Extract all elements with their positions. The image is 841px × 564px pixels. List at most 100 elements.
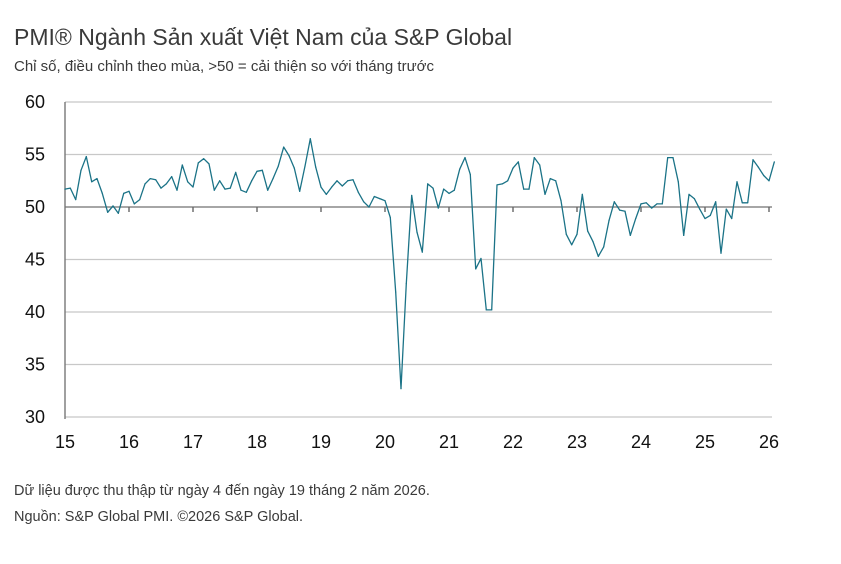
data-point bbox=[645, 202, 647, 204]
data-point bbox=[475, 268, 477, 270]
data-point bbox=[341, 185, 343, 187]
x-tick-label: 19 bbox=[311, 432, 331, 452]
y-tick-label: 50 bbox=[25, 197, 45, 217]
data-point bbox=[533, 157, 535, 159]
y-tick-label: 35 bbox=[25, 355, 45, 375]
data-point bbox=[773, 161, 775, 163]
data-point bbox=[544, 193, 546, 195]
y-tick-label: 45 bbox=[25, 250, 45, 270]
chart-title: PMI® Ngành Sản xuất Việt Nam của S&P Glo… bbox=[14, 24, 513, 50]
data-point bbox=[117, 212, 119, 214]
data-point bbox=[715, 201, 717, 203]
data-point bbox=[560, 200, 562, 202]
data-point bbox=[235, 171, 237, 173]
x-tick-label: 22 bbox=[503, 432, 523, 452]
y-tick-label: 40 bbox=[25, 302, 45, 322]
data-point bbox=[187, 181, 189, 183]
data-point bbox=[331, 186, 333, 188]
data-point bbox=[64, 188, 66, 190]
data-point bbox=[507, 180, 509, 182]
data-point bbox=[144, 183, 146, 185]
x-tick-label: 17 bbox=[183, 432, 203, 452]
data-point bbox=[603, 246, 605, 248]
data-point bbox=[576, 233, 578, 235]
data-point bbox=[219, 180, 221, 182]
data-point bbox=[427, 183, 429, 185]
data-point bbox=[763, 174, 765, 177]
data-point bbox=[688, 193, 690, 195]
data-point bbox=[123, 192, 125, 194]
data-point bbox=[523, 188, 525, 190]
data-point bbox=[85, 156, 87, 158]
data-point bbox=[368, 206, 370, 208]
data-point bbox=[640, 203, 642, 205]
data-point bbox=[667, 157, 669, 159]
x-tick-label: 23 bbox=[567, 432, 587, 452]
data-point bbox=[224, 188, 226, 190]
data-point bbox=[725, 208, 727, 210]
data-point bbox=[608, 220, 610, 222]
data-point bbox=[384, 200, 386, 202]
data-point bbox=[128, 190, 130, 192]
data-point bbox=[453, 189, 455, 191]
data-point bbox=[480, 257, 482, 260]
data-point bbox=[139, 199, 141, 201]
footer-source: Nguồn: S&P Global PMI. ©2026 S&P Global. bbox=[14, 509, 304, 525]
data-point bbox=[768, 180, 770, 182]
data-point bbox=[448, 192, 450, 194]
data-point bbox=[405, 283, 407, 285]
data-point bbox=[528, 188, 530, 190]
data-point bbox=[464, 157, 466, 159]
data-point bbox=[203, 158, 205, 160]
data-point bbox=[277, 165, 279, 167]
data-point bbox=[91, 181, 93, 183]
data-point bbox=[592, 241, 594, 243]
data-point bbox=[699, 208, 701, 210]
data-point bbox=[395, 291, 397, 293]
y-tick-label: 60 bbox=[25, 92, 45, 112]
data-point bbox=[635, 217, 637, 220]
data-point bbox=[325, 193, 327, 195]
data-point bbox=[80, 169, 82, 171]
data-point bbox=[304, 165, 306, 167]
data-point bbox=[613, 201, 615, 203]
data-point bbox=[416, 231, 418, 233]
data-point bbox=[69, 187, 71, 189]
data-point bbox=[587, 230, 589, 232]
data-point bbox=[208, 163, 210, 165]
data-point bbox=[539, 164, 541, 166]
data-point bbox=[496, 184, 498, 186]
data-point bbox=[432, 187, 434, 189]
x-tick-label: 15 bbox=[55, 432, 75, 452]
data-point bbox=[240, 189, 242, 191]
data-point bbox=[443, 188, 445, 190]
data-point bbox=[651, 207, 653, 209]
data-point bbox=[357, 191, 359, 193]
data-point bbox=[656, 203, 658, 205]
data-point bbox=[597, 255, 599, 257]
data-point bbox=[165, 183, 167, 185]
data-point bbox=[373, 195, 375, 198]
data-point bbox=[352, 179, 354, 181]
data-point bbox=[517, 161, 519, 163]
data-point bbox=[320, 186, 322, 188]
x-tick-label: 21 bbox=[439, 432, 459, 452]
data-point bbox=[683, 234, 685, 236]
data-point bbox=[624, 210, 626, 212]
data-point bbox=[693, 198, 695, 200]
data-point bbox=[757, 166, 759, 168]
data-point bbox=[315, 166, 317, 168]
data-point bbox=[171, 175, 173, 178]
data-point bbox=[133, 203, 135, 205]
chart-subtitle: Chỉ số, điều chỉnh theo mùa, >50 = cải t… bbox=[14, 58, 434, 75]
data-point bbox=[363, 201, 365, 203]
data-point bbox=[411, 194, 413, 197]
data-point bbox=[283, 146, 285, 148]
data-point bbox=[549, 178, 551, 180]
data-point bbox=[709, 214, 711, 216]
y-tick-label: 30 bbox=[25, 407, 45, 427]
data-point bbox=[501, 183, 503, 185]
data-point bbox=[485, 309, 487, 311]
data-point bbox=[491, 309, 493, 311]
